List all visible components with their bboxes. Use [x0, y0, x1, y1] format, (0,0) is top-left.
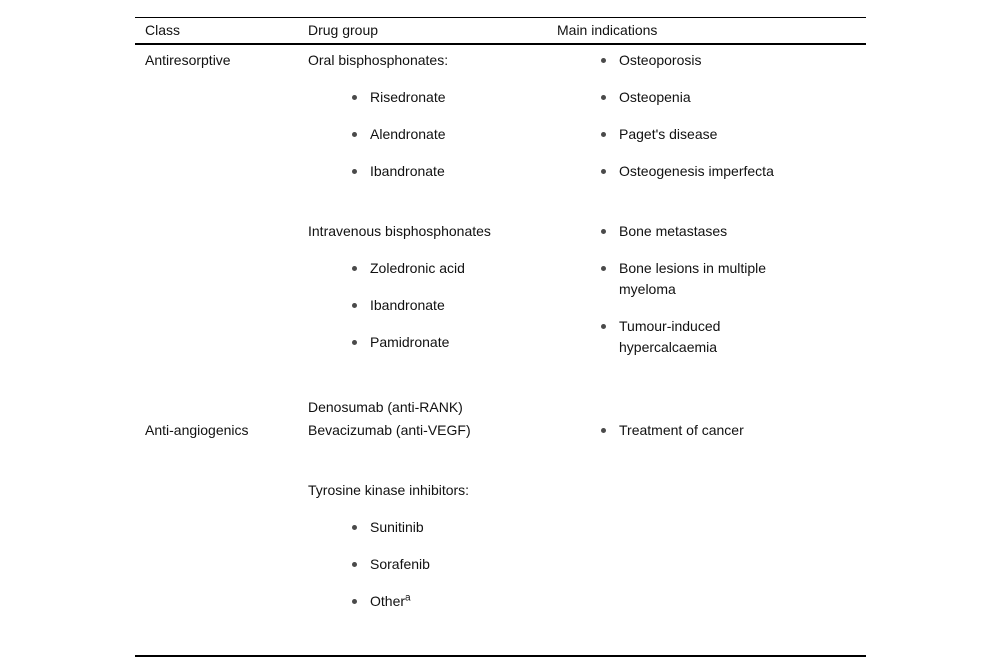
drug-item: Othera	[308, 591, 557, 612]
bullet-icon	[601, 324, 606, 329]
indication-item-label: Bone metastases	[619, 223, 728, 239]
bullet-icon	[352, 525, 357, 530]
drug-item-label: Ibandronate	[370, 297, 445, 313]
drug-item-label: Sunitinib	[370, 519, 424, 535]
drug-group-cell: Intravenous bisphosphonates Zoledronic a…	[308, 221, 557, 353]
class-cell: Antiresorptive	[145, 52, 231, 68]
indication-item: Treatment of cancer	[557, 420, 819, 441]
indications-cell: Osteoporosis Osteopenia Paget's disease …	[557, 50, 866, 182]
bullet-icon	[352, 95, 357, 100]
drug-group-label: Intravenous bisphosphonates	[308, 223, 491, 239]
drug-group-label: Tyrosine kinase inhibitors:	[308, 482, 470, 498]
drug-group-label: Oral bisphosphonates:	[308, 52, 449, 68]
table-row: Tyrosine kinase inhibitors: Sunitinib So…	[135, 480, 866, 612]
table-row: Anti-angiogenics Bevacizumab (anti-VEGF)…	[135, 420, 866, 441]
drug-group-cell: Denosumab (anti-RANK)	[308, 397, 557, 418]
table-bottom-rule	[135, 655, 866, 657]
class-cell: Anti-angiogenics	[145, 422, 249, 438]
drug-item-label: Other	[370, 593, 406, 609]
drug-group-label: Bevacizumab (anti-VEGF)	[308, 422, 471, 438]
bullet-icon	[601, 132, 606, 137]
bullet-icon	[352, 562, 357, 567]
bullet-icon	[352, 303, 357, 308]
drug-item: Sunitinib	[308, 517, 557, 538]
indication-item: Bone metastases	[557, 221, 819, 242]
indication-item-label: Treatment of cancer	[619, 422, 744, 438]
drug-classes-table: Class Drug group Main indications Antire…	[135, 17, 866, 657]
indications-cell: Bone metastases Bone lesions in multiple…	[557, 221, 866, 358]
drug-item: Zoledronic acid	[308, 258, 557, 279]
bullet-icon	[601, 266, 606, 271]
drug-item: Ibandronate	[308, 161, 557, 182]
drug-item-label: Pamidronate	[370, 334, 450, 350]
indication-item-label: Bone lesions in multiple myeloma	[619, 260, 767, 297]
drug-item: Alendronate	[308, 124, 557, 145]
table-header-row: Class Drug group Main indications	[135, 17, 866, 45]
drug-item-label: Ibandronate	[370, 163, 445, 179]
bullet-icon	[352, 169, 357, 174]
drug-item: Ibandronate	[308, 295, 557, 316]
indication-item: Tumour-induced hypercalcaemia	[557, 316, 819, 358]
indication-item: Paget's disease	[557, 124, 819, 145]
table-row: Denosumab (anti-RANK)	[135, 397, 866, 418]
indication-item-label: Osteopenia	[619, 89, 691, 105]
drug-item: Pamidronate	[308, 332, 557, 353]
drug-group-cell: Oral bisphosphonates: Risedronate Alendr…	[308, 50, 557, 182]
indication-item: Osteogenesis imperfecta	[557, 161, 819, 182]
footnote-marker: a	[405, 592, 411, 604]
col-header-drug-group: Drug group	[308, 22, 379, 38]
table-row: Antiresorptive Oral bisphosphonates: Ris…	[135, 50, 866, 182]
bullet-icon	[352, 132, 357, 137]
bullet-icon	[601, 229, 606, 234]
bullet-icon	[601, 95, 606, 100]
drug-group-cell: Bevacizumab (anti-VEGF)	[308, 420, 557, 441]
bullet-icon	[352, 266, 357, 271]
bullet-icon	[601, 428, 606, 433]
indication-item-label: Tumour-induced hypercalcaemia	[619, 318, 721, 355]
bullet-icon	[352, 599, 357, 604]
bullet-icon	[601, 58, 606, 63]
drug-item: Risedronate	[308, 87, 557, 108]
drug-group-cell: Tyrosine kinase inhibitors: Sunitinib So…	[308, 480, 557, 612]
drug-item-label: Risedronate	[370, 89, 446, 105]
indication-item-label: Osteogenesis imperfecta	[619, 163, 774, 179]
table-row: Intravenous bisphosphonates Zoledronic a…	[135, 221, 866, 358]
indication-item-label: Osteoporosis	[619, 52, 702, 68]
bullet-icon	[352, 340, 357, 345]
indication-item: Bone lesions in multiple myeloma	[557, 258, 819, 300]
indication-item-label: Paget's disease	[619, 126, 718, 142]
bullet-icon	[601, 169, 606, 174]
drug-group-label: Denosumab (anti-RANK)	[308, 399, 463, 415]
drug-item-label: Alendronate	[370, 126, 446, 142]
col-header-class: Class	[145, 22, 181, 38]
indication-item: Osteopenia	[557, 87, 819, 108]
drug-item-label: Zoledronic acid	[370, 260, 465, 276]
col-header-indications: Main indications	[557, 22, 658, 38]
drug-item-label: Sorafenib	[370, 556, 430, 572]
indication-item: Osteoporosis	[557, 50, 819, 71]
drug-item: Sorafenib	[308, 554, 557, 575]
indications-cell: Treatment of cancer	[557, 420, 866, 441]
